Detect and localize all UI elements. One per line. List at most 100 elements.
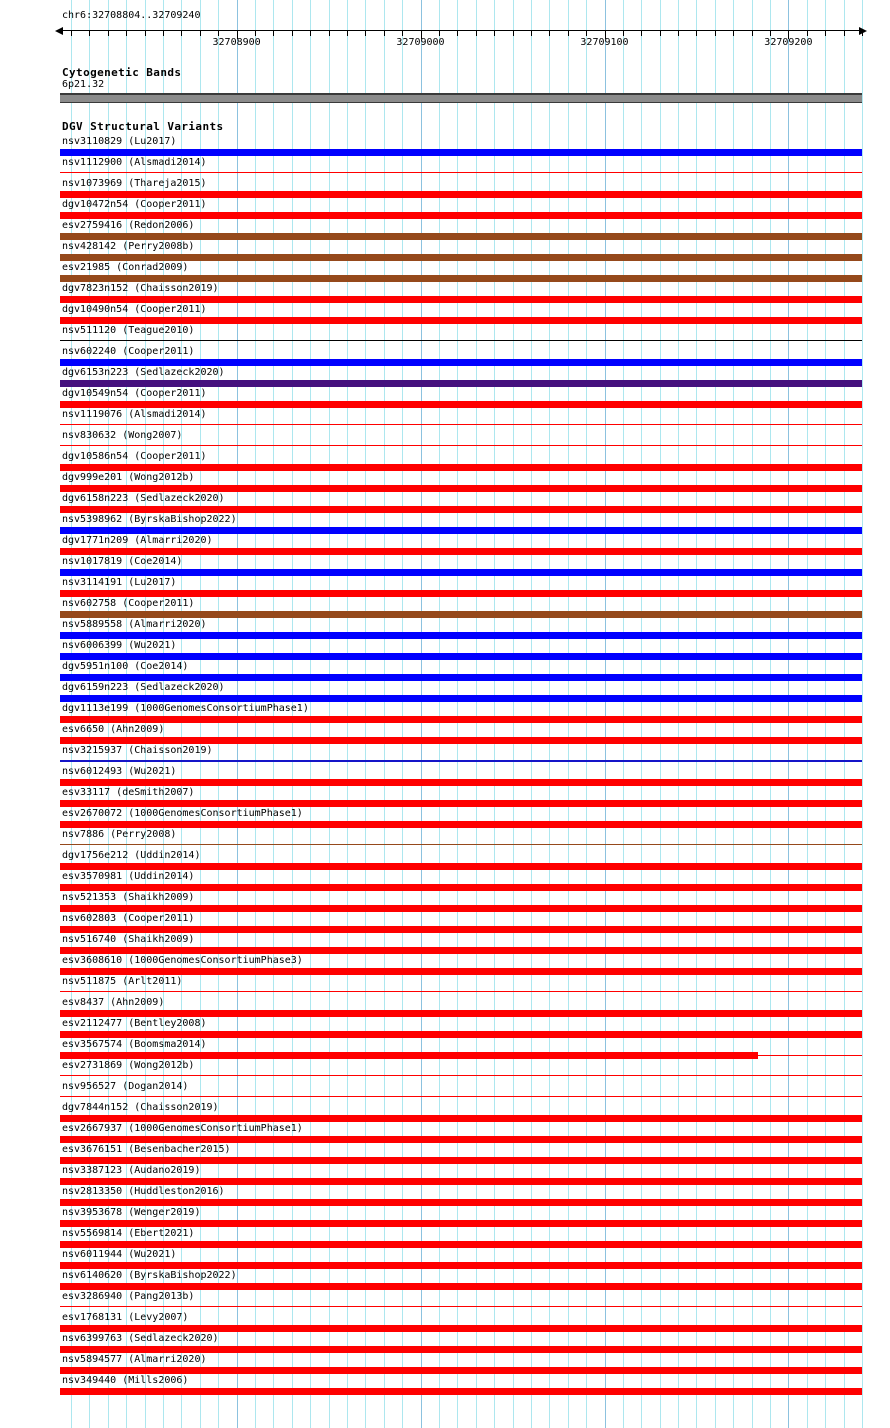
- variant-bar[interactable]: [60, 380, 862, 387]
- major-gridline: [420, 0, 422, 1428]
- variant-bar[interactable]: [60, 485, 862, 492]
- variant-row: esv3608610 (1000GenomesConsortiumPhase3): [0, 954, 890, 975]
- variant-bar[interactable]: [60, 296, 862, 303]
- minor-tick: [475, 31, 477, 36]
- ruler-tick-label: 32709100: [580, 37, 629, 48]
- variant-row: nsv2813350 (Huddleston2016): [0, 1185, 890, 1206]
- variant-row: nsv830632 (Wong2007): [0, 429, 890, 450]
- variant-bar[interactable]: [60, 359, 862, 366]
- variant-bar[interactable]: [60, 172, 862, 173]
- variant-bar[interactable]: [60, 1115, 862, 1122]
- variant-bar[interactable]: [60, 275, 862, 282]
- variant-bar[interactable]: [60, 1031, 862, 1038]
- variant-bar[interactable]: [60, 569, 862, 576]
- variant-label: nsv3110829 (Lu2017): [62, 136, 177, 147]
- variant-bar[interactable]: [60, 506, 862, 513]
- variant-bar[interactable]: [60, 149, 862, 156]
- variant-bar[interactable]: [60, 760, 862, 762]
- variant-bar[interactable]: [60, 1306, 862, 1307]
- variant-label: nsv516740 (Shaikh2009): [62, 934, 195, 945]
- variant-bar[interactable]: [60, 1136, 862, 1143]
- variant-bar[interactable]: [60, 800, 862, 807]
- minor-tick: [549, 31, 551, 36]
- variant-bar[interactable]: [60, 968, 862, 975]
- variant-bar[interactable]: [60, 445, 862, 446]
- variant-bar[interactable]: [60, 653, 862, 660]
- variant-bar[interactable]: [60, 926, 862, 933]
- variant-bar[interactable]: [60, 317, 862, 324]
- variant-bar[interactable]: [60, 1010, 862, 1017]
- variant-bar[interactable]: [60, 821, 862, 828]
- variant-bar[interactable]: [60, 884, 862, 891]
- variant-label: dgv10490n54 (Cooper2011): [62, 304, 207, 315]
- variant-row: nsv3114191 (Lu2017): [0, 576, 890, 597]
- variant-bar[interactable]: [60, 991, 862, 992]
- ruler-line: [57, 30, 865, 31]
- minor-gridline: [328, 0, 330, 1428]
- variant-bar[interactable]: [60, 233, 862, 240]
- variant-bar[interactable]: [60, 905, 862, 912]
- variant-bar[interactable]: [60, 1325, 862, 1332]
- variant-bar[interactable]: [60, 590, 862, 597]
- variant-label: nsv511875 (Arlt2011): [62, 976, 183, 987]
- variant-bar[interactable]: [60, 1283, 862, 1290]
- variant-bar[interactable]: [60, 1178, 862, 1185]
- ruler-tick-label: 32709000: [396, 37, 445, 48]
- minor-gridline: [218, 0, 220, 1428]
- variant-bar[interactable]: [60, 1075, 862, 1076]
- variant-bar[interactable]: [60, 1241, 862, 1248]
- minor-tick: [310, 31, 312, 36]
- minor-tick: [494, 31, 496, 36]
- variant-bar[interactable]: [60, 401, 862, 408]
- ruler-left-arrow-icon: [55, 27, 63, 35]
- variant-bar[interactable]: [60, 611, 862, 618]
- variant-bar[interactable]: [60, 695, 862, 702]
- major-tick: [788, 31, 790, 39]
- variant-row: esv2667937 (1000GenomesConsortiumPhase1): [0, 1122, 890, 1143]
- variant-bar[interactable]: [60, 632, 862, 639]
- variant-label: nsv6012493 (Wu2021): [62, 766, 177, 777]
- variant-bar[interactable]: [60, 212, 862, 219]
- variant-bar[interactable]: [60, 1096, 862, 1097]
- variant-bar[interactable]: [60, 1346, 862, 1353]
- variant-bar[interactable]: [60, 716, 862, 723]
- variant-label: esv2112477 (Bentley2008): [62, 1018, 207, 1029]
- variant-label: nsv6140620 (ByrskaBishop2022): [62, 1270, 237, 1281]
- variant-bar[interactable]: [60, 1052, 758, 1059]
- variant-label: dgv5951n100 (Coe2014): [62, 661, 189, 672]
- variant-label: dgv7844n152 (Chaisson2019): [62, 1102, 219, 1113]
- variant-bar[interactable]: [60, 254, 862, 261]
- minor-gridline: [144, 0, 146, 1428]
- variant-row: esv33117 (deSmith2007): [0, 786, 890, 807]
- variant-row: dgv999e201 (Wong2012b): [0, 471, 890, 492]
- variant-bar[interactable]: [60, 548, 862, 555]
- variant-bar[interactable]: [60, 779, 862, 786]
- cytogenetic-band-bar[interactable]: [60, 93, 862, 103]
- minor-gridline: [310, 0, 312, 1428]
- variant-bar[interactable]: [60, 863, 862, 870]
- variant-bar[interactable]: [60, 191, 862, 198]
- minor-gridline: [549, 0, 551, 1428]
- variant-label: dgv1771n209 (Almarri2020): [62, 535, 213, 546]
- variant-bar[interactable]: [60, 737, 862, 744]
- variant-bar[interactable]: [60, 424, 862, 425]
- variant-row: esv2112477 (Bentley2008): [0, 1017, 890, 1038]
- variant-bar[interactable]: [60, 1157, 862, 1164]
- variant-row: esv21985 (Conrad2009): [0, 261, 890, 282]
- variant-bar[interactable]: [60, 464, 862, 471]
- minor-tick: [438, 31, 440, 36]
- variant-bar[interactable]: [60, 1367, 862, 1374]
- variant-bar[interactable]: [60, 844, 862, 845]
- variant-bar[interactable]: [60, 1388, 862, 1395]
- variant-row: dgv10549n54 (Cooper2011): [0, 387, 890, 408]
- variant-bar[interactable]: [60, 1262, 862, 1269]
- variant-bar[interactable]: [60, 340, 862, 341]
- dgv-track-title: DGV Structural Variants: [62, 120, 224, 133]
- variant-bar[interactable]: [60, 947, 862, 954]
- variant-bar[interactable]: [60, 674, 862, 681]
- variant-row: nsv5569814 (Ebert2021): [0, 1227, 890, 1248]
- variant-bar[interactable]: [60, 1220, 862, 1227]
- variant-bar[interactable]: [60, 1199, 862, 1206]
- variant-label: nsv602803 (Cooper2011): [62, 913, 195, 924]
- variant-bar[interactable]: [60, 527, 862, 534]
